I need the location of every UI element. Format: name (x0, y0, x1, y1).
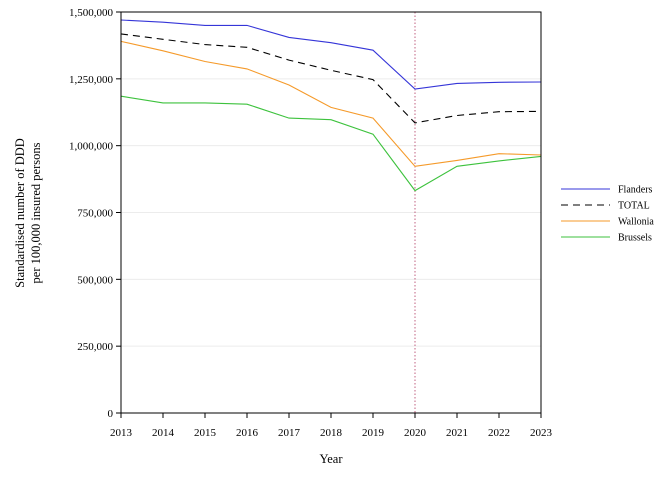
x-tick-label: 2016 (236, 427, 259, 439)
x-tick-label: 2020 (404, 427, 427, 439)
x-tick-label: 2023 (530, 427, 553, 439)
legend: Flanders TOTAL Wallonia Brussels (561, 185, 654, 244)
x-tick-label: 2018 (320, 427, 343, 439)
x-tick-label: 2017 (278, 427, 301, 439)
legend-label-brussels: Brussels (618, 233, 652, 244)
x-tick-label: 2021 (446, 427, 468, 439)
x-tick-label: 2015 (194, 427, 217, 439)
gridlines (121, 78, 541, 347)
y-tick-label: 0 (108, 408, 114, 420)
series-line-wallonia (120, 40, 542, 167)
y-tick-label: 500,000 (77, 274, 113, 286)
x-axis-title: Year (319, 452, 343, 466)
y-tick-label: 1,250,000 (69, 74, 114, 86)
x-tick-label: 2013 (110, 427, 133, 439)
y-tick-label: 1,500,000 (69, 7, 114, 19)
y-tick-label: 1,000,000 (69, 141, 114, 153)
y-tick-label: 250,000 (77, 341, 113, 353)
y-tick-label: 750,000 (77, 208, 113, 220)
y-axis-title-line-1: Standardised number of DDD (13, 138, 27, 288)
series-line-brussels (120, 95, 542, 192)
x-tick-label: 2019 (362, 427, 385, 439)
y-axis-title-line-2: per 100,000 insured persons (29, 142, 43, 283)
series-line-flanders (120, 19, 542, 90)
legend-label-flanders: Flanders (618, 185, 653, 196)
y-axis: 0 250,000 500,000 750,000 1,000,000 1,250,000… (69, 7, 121, 420)
x-axis: 2013 2014 2015 2016 2017 2018 2019 2020 2021 2022… (110, 413, 553, 439)
legend-label-total: TOTAL (618, 201, 650, 212)
legend-label-wallonia: Wallonia (618, 217, 654, 228)
x-tick-label: 2014 (152, 427, 175, 439)
x-tick-label: 2022 (488, 427, 510, 439)
series-line-total (120, 33, 542, 124)
series-lines (120, 19, 542, 192)
